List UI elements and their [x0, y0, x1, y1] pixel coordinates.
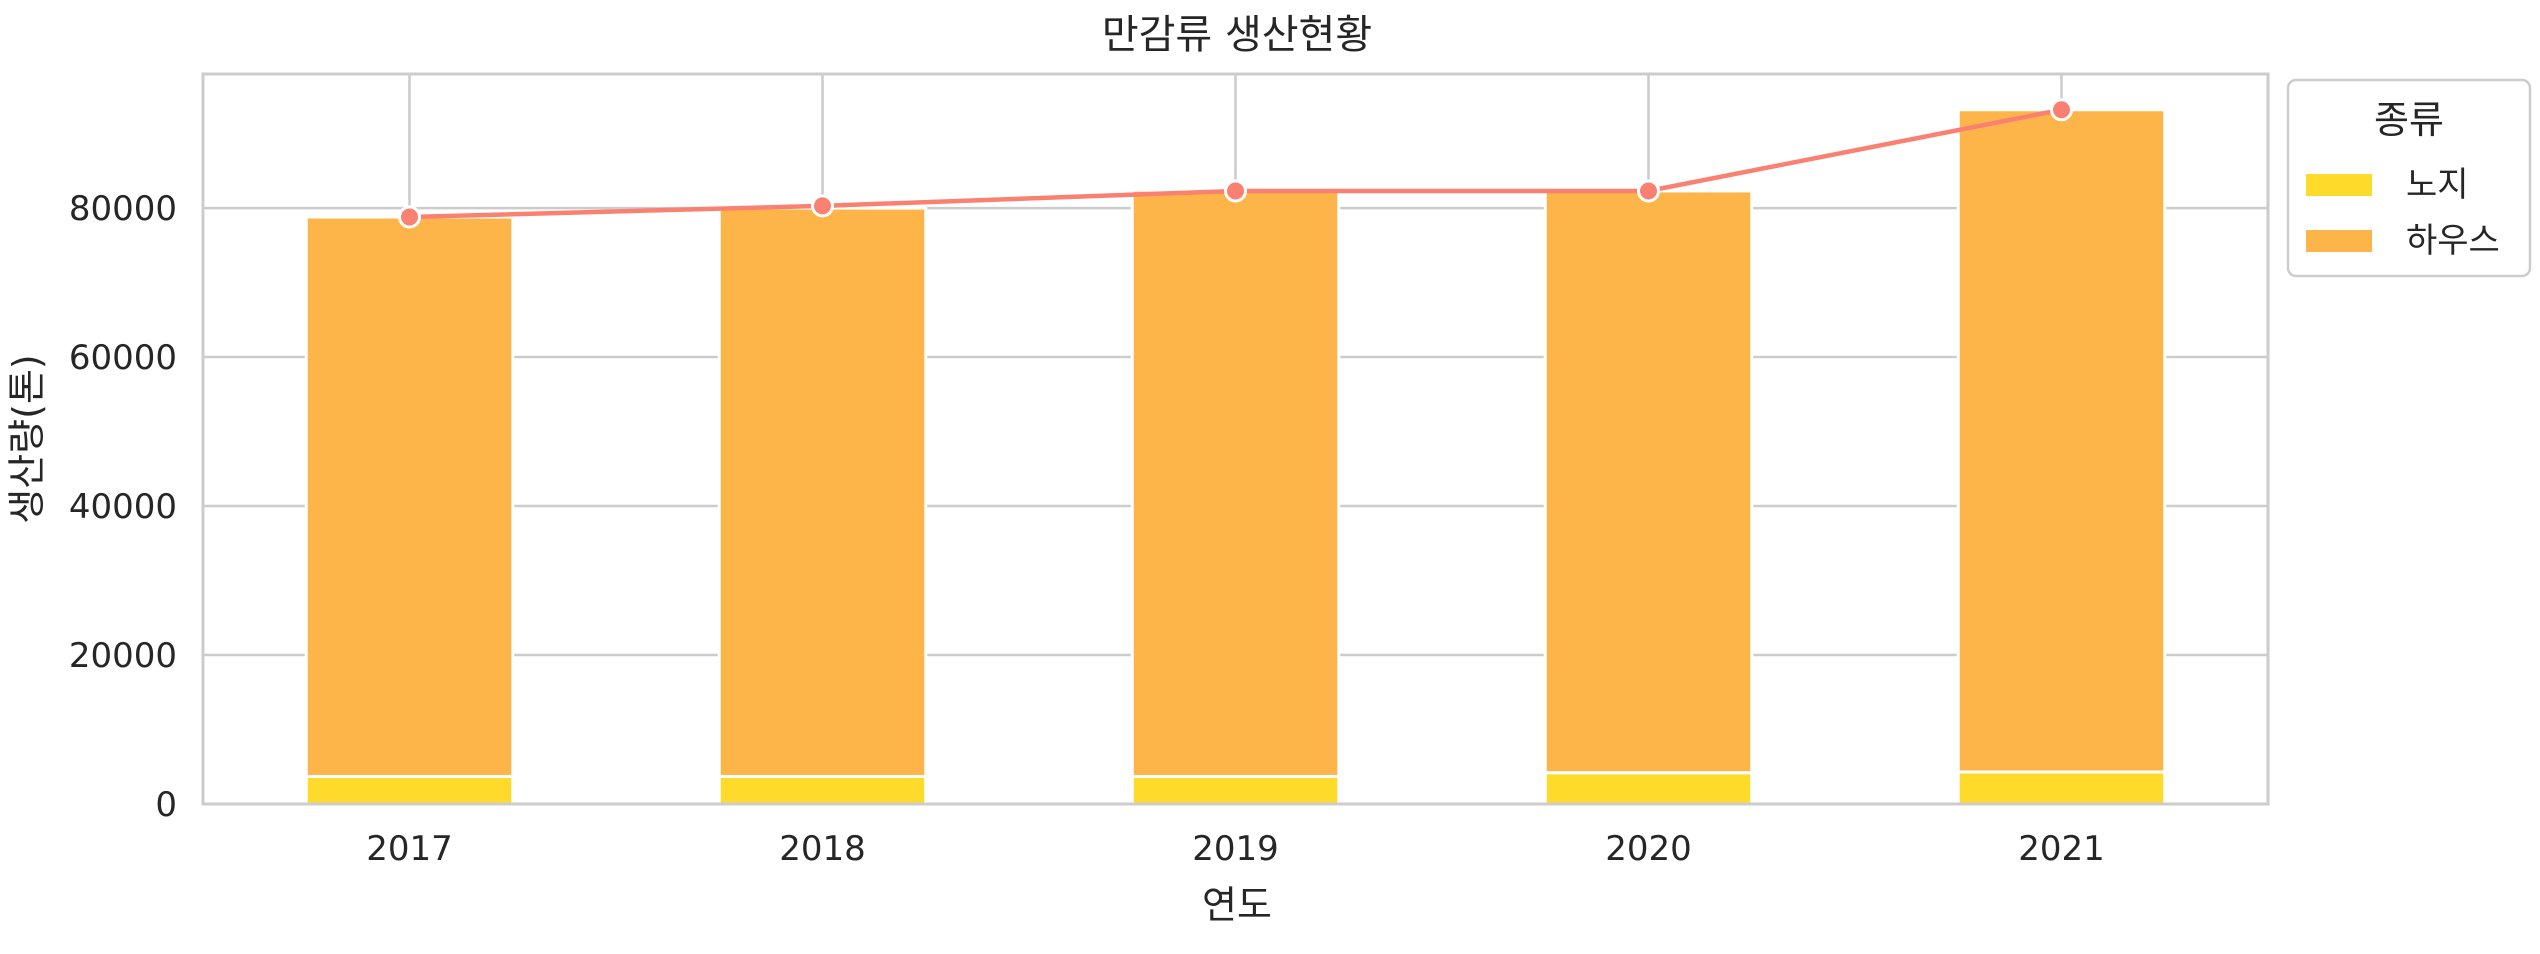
y-tick-label: 40000 — [69, 487, 177, 527]
legend-swatch-house — [2306, 230, 2372, 252]
legend-label-house: 하우스 — [2406, 221, 2500, 261]
line-point-2017 — [398, 205, 421, 229]
x-tick-label: 2017 — [366, 829, 453, 869]
y-tick-label: 20000 — [69, 636, 177, 676]
x-tick-label: 2019 — [1192, 829, 1279, 869]
y-tick-label: 80000 — [69, 189, 177, 229]
line-point-2021 — [2050, 98, 2073, 122]
bar-house-2017 — [304, 215, 515, 778]
x-tick-label: 2021 — [2018, 829, 2105, 869]
legend-title: 종류 — [2374, 98, 2444, 142]
bar-noji-2021 — [1956, 770, 2167, 806]
y-tick-label: 60000 — [69, 338, 177, 378]
x-tick-label: 2020 — [1605, 829, 1692, 869]
x-tick-labels: 2017 2018 2019 2020 2021 — [366, 829, 2105, 869]
bar-noji-2020 — [1543, 771, 1754, 806]
line-layer — [398, 98, 2073, 229]
bar-noji-2019 — [1130, 774, 1341, 806]
bar-house-2018 — [717, 206, 928, 778]
bar-house-2019 — [1130, 188, 1341, 778]
legend: 종류 노지 하우스 — [2286, 78, 2532, 278]
bars-layer — [304, 108, 2167, 806]
line-point-2019 — [1224, 179, 1247, 203]
bar-house-2020 — [1543, 189, 1754, 775]
line-point-2020 — [1637, 179, 1660, 203]
plot-frame — [201, 72, 2270, 806]
x-axis-label: 연도 — [1202, 883, 1272, 927]
y-axis-label: 생산량(톤) — [5, 354, 49, 524]
bar-noji-2017 — [304, 774, 515, 806]
line-point-2018 — [811, 194, 834, 218]
legend-label-noji: 노지 — [2406, 165, 2469, 205]
legend-box — [2286, 78, 2532, 278]
y-tick-labels: 0 20000 40000 60000 80000 — [69, 189, 177, 825]
chart-title: 만감류 생산현황 — [1102, 12, 1372, 58]
bar-noji-2018 — [717, 774, 928, 806]
x-tick-label: 2018 — [779, 829, 866, 869]
bar-house-2021 — [1956, 108, 2167, 774]
y-tick-label: 0 — [155, 785, 177, 825]
legend-swatch-noji — [2306, 174, 2372, 196]
